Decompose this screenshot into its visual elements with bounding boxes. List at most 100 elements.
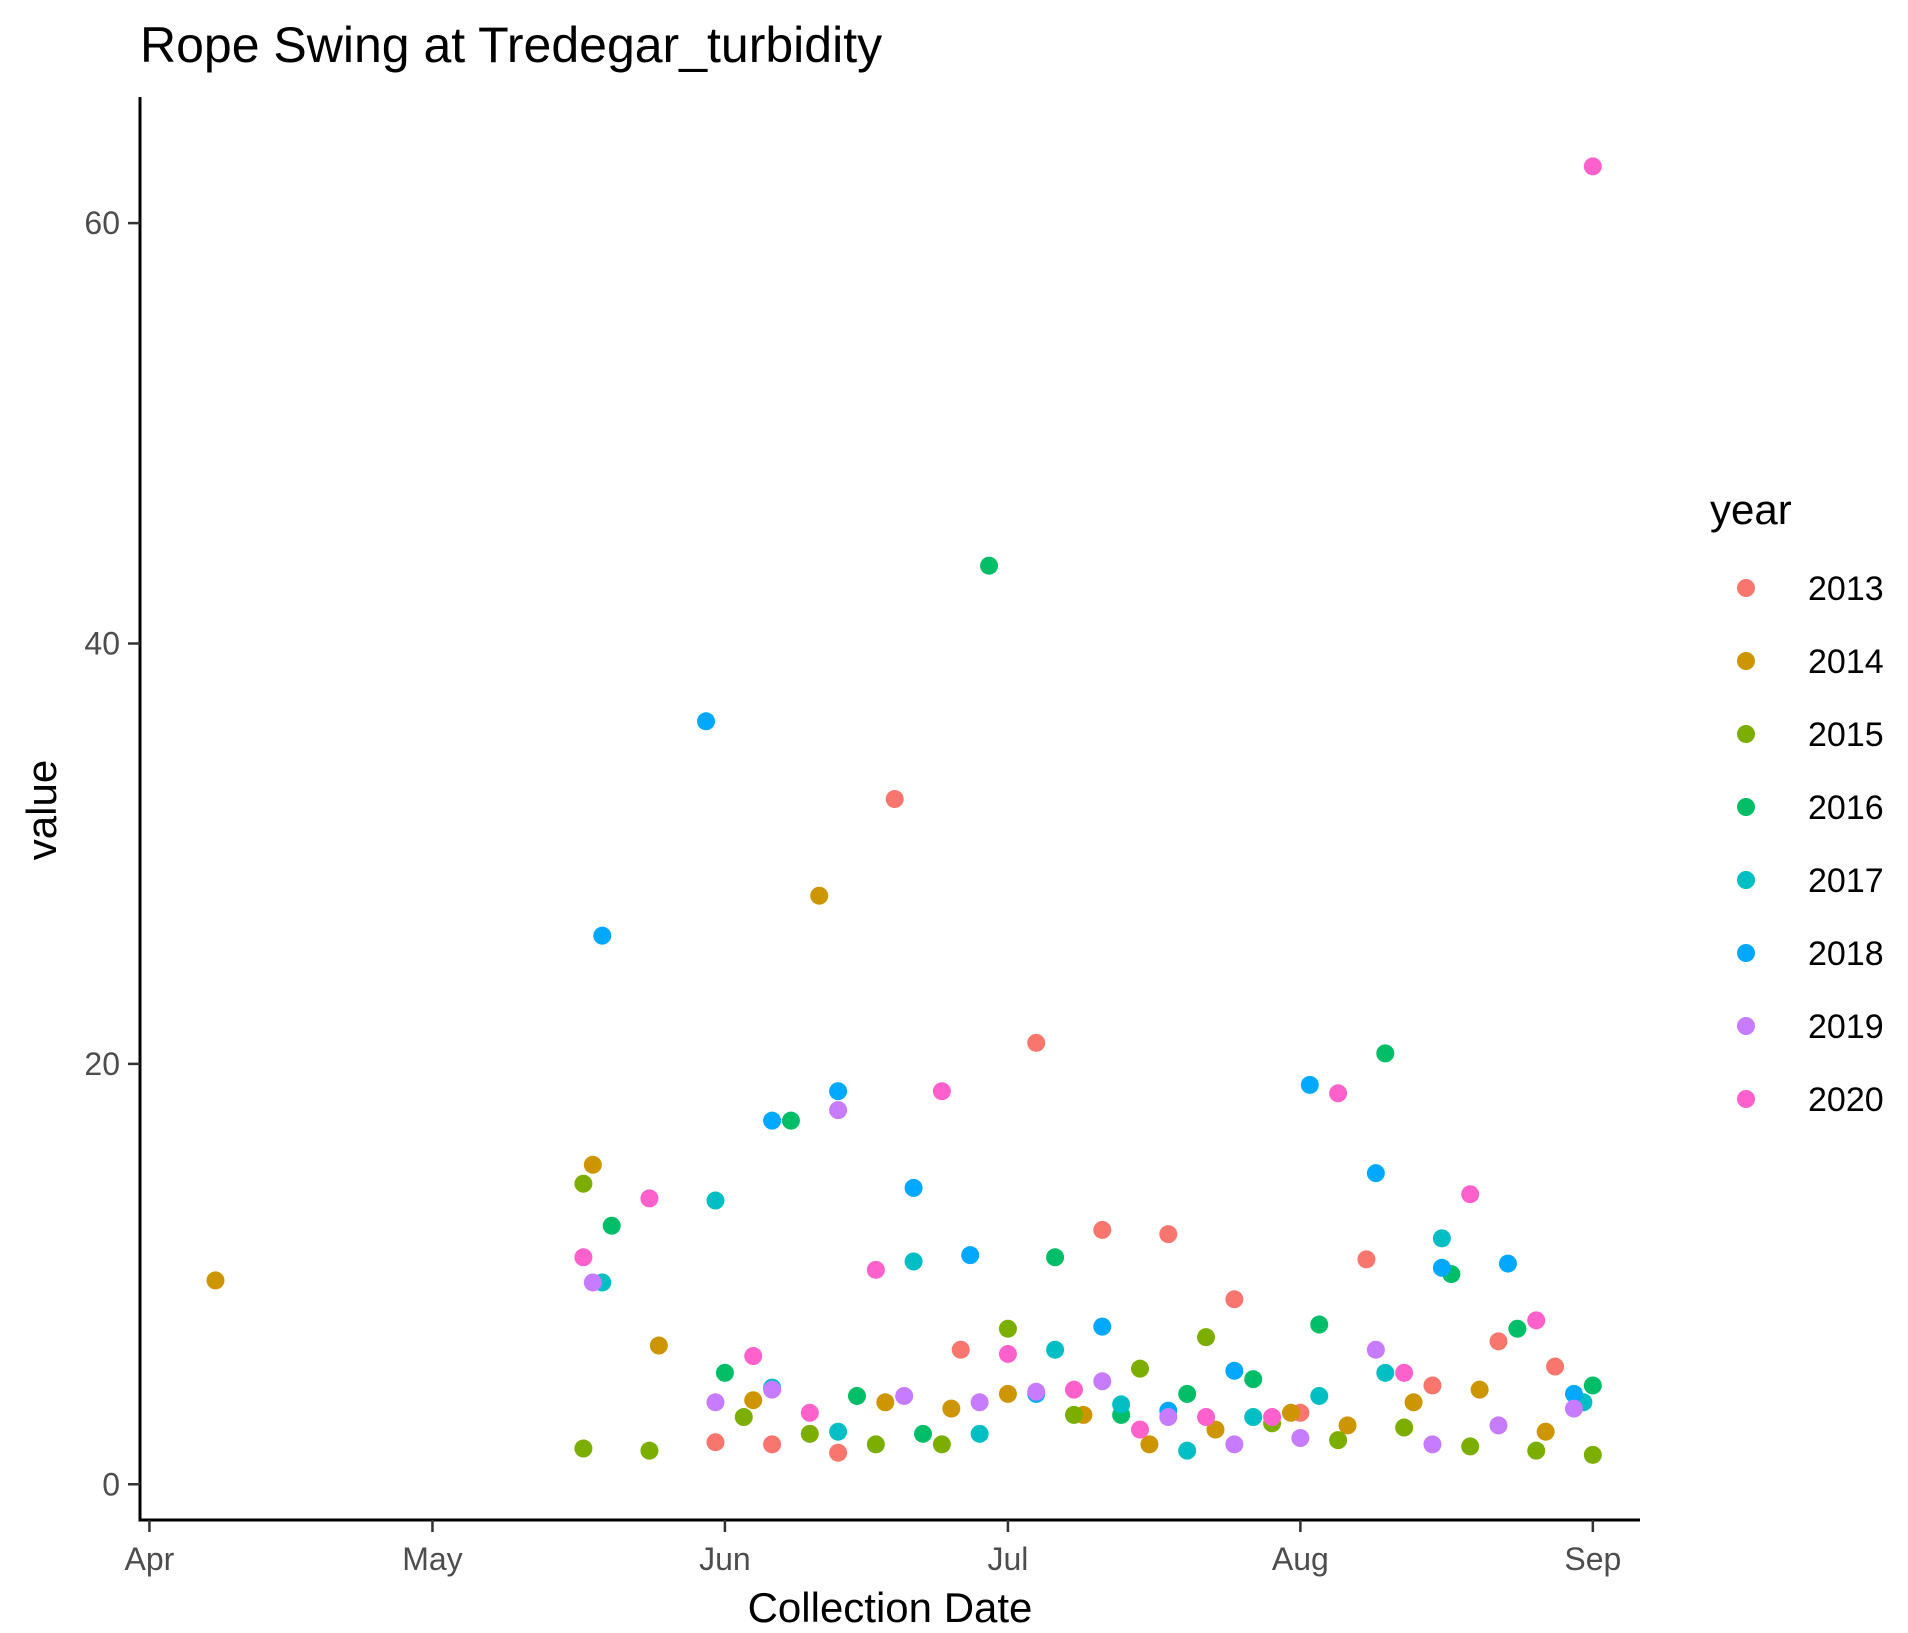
data-point <box>697 712 716 731</box>
data-point <box>1310 1386 1329 1405</box>
legend-label: 2018 <box>1808 935 1884 973</box>
data-point <box>1583 157 1602 176</box>
legend-key <box>1737 652 1755 670</box>
legend-label: 2019 <box>1808 1008 1884 1046</box>
data-point <box>640 1189 659 1208</box>
plot-area: 0 20 40 60 Apr May Jun Jul Aug Sep <box>84 97 1640 1577</box>
data-point <box>866 1435 885 1454</box>
data-point <box>1357 1250 1376 1269</box>
data-point <box>1046 1340 1065 1359</box>
legend-key <box>1737 1017 1755 1035</box>
data-point <box>574 1248 593 1267</box>
legend: year 2013 2014 2015 2016 2017 2018 2019 2020 <box>1710 486 1884 1119</box>
data-point <box>1366 1164 1385 1183</box>
data-point <box>1338 1416 1357 1435</box>
data-point <box>1583 1376 1602 1395</box>
data-point <box>574 1439 593 1458</box>
data-point <box>876 1393 895 1412</box>
legend-key <box>1737 725 1755 743</box>
legend-key <box>1737 798 1755 816</box>
data-point <box>706 1191 725 1210</box>
data-point <box>1395 1418 1414 1437</box>
data-point <box>1423 1376 1442 1395</box>
data-point <box>1404 1393 1423 1412</box>
data-point <box>1281 1403 1300 1422</box>
legend-label: 2020 <box>1808 1081 1884 1119</box>
y-tick-label: 20 <box>84 1046 120 1082</box>
data-point <box>998 1384 1017 1403</box>
data-point <box>1329 1084 1348 1103</box>
legend-key <box>1737 1090 1755 1108</box>
data-point <box>1197 1328 1216 1347</box>
data-point <box>1064 1405 1083 1424</box>
data-point <box>800 1424 819 1443</box>
data-point <box>1291 1429 1310 1448</box>
data-point <box>583 1155 602 1174</box>
data-point <box>1432 1229 1451 1248</box>
data-point <box>706 1433 725 1452</box>
data-point <box>980 556 999 575</box>
x-axis-title: Collection Date <box>748 1584 1033 1631</box>
x-tick-label: Aug <box>1272 1541 1329 1577</box>
data-point <box>763 1435 782 1454</box>
data-point <box>1536 1422 1555 1441</box>
data-point <box>206 1271 225 1290</box>
data-point <box>734 1408 753 1427</box>
data-point <box>1310 1315 1329 1334</box>
data-point <box>1178 1441 1197 1460</box>
data-point <box>1498 1254 1517 1273</box>
data-point <box>829 1082 848 1101</box>
legend-items: 2013 2014 2015 2016 2017 2018 2019 2020 <box>1737 570 1884 1119</box>
data-point <box>1225 1361 1244 1380</box>
data-point <box>866 1260 885 1279</box>
data-point <box>1432 1258 1451 1277</box>
data-point <box>1159 1408 1178 1427</box>
data-point <box>1376 1363 1395 1382</box>
data-point <box>1527 1311 1546 1330</box>
data-point <box>998 1319 1017 1338</box>
y-axis-ticks: 0 20 40 60 <box>84 205 140 1502</box>
data-point <box>1244 1408 1263 1427</box>
data-point <box>951 1340 970 1359</box>
data-point <box>895 1386 914 1405</box>
data-point <box>1564 1399 1583 1418</box>
data-point <box>706 1393 725 1412</box>
data-point <box>1093 1220 1112 1239</box>
data-point <box>1546 1357 1565 1376</box>
data-point <box>1508 1319 1527 1338</box>
data-point <box>1027 1033 1046 1052</box>
data-point <box>1329 1431 1348 1450</box>
data-point <box>829 1443 848 1462</box>
data-point <box>1423 1435 1442 1454</box>
data-point <box>1470 1380 1489 1399</box>
data-point <box>1206 1420 1225 1439</box>
series-2014 <box>206 886 1555 1454</box>
legend-key <box>1737 944 1755 962</box>
y-tick-label: 60 <box>84 205 120 241</box>
data-point <box>1263 1408 1282 1427</box>
data-point <box>1489 1416 1508 1435</box>
data-point <box>1197 1408 1216 1427</box>
data-point <box>970 1424 989 1443</box>
data-point <box>904 1178 923 1197</box>
data-point <box>885 790 904 809</box>
legend-key <box>1737 871 1755 889</box>
x-tick-label: Apr <box>125 1541 175 1577</box>
series-2018 <box>593 712 1583 1420</box>
data-point <box>1583 1445 1602 1464</box>
data-point <box>649 1336 668 1355</box>
data-point <box>847 1386 866 1405</box>
data-point <box>904 1252 923 1271</box>
data-point <box>1140 1435 1159 1454</box>
x-tick-label: Jul <box>987 1541 1028 1577</box>
data-point <box>640 1441 659 1460</box>
data-points <box>206 157 1602 1464</box>
legend-label: 2016 <box>1808 789 1884 827</box>
data-point <box>1564 1384 1583 1403</box>
legend-label: 2013 <box>1808 570 1884 608</box>
data-point <box>744 1347 763 1366</box>
x-tick-label: Sep <box>1564 1541 1621 1577</box>
data-point <box>1131 1359 1149 1378</box>
y-tick-label: 0 <box>102 1466 120 1502</box>
